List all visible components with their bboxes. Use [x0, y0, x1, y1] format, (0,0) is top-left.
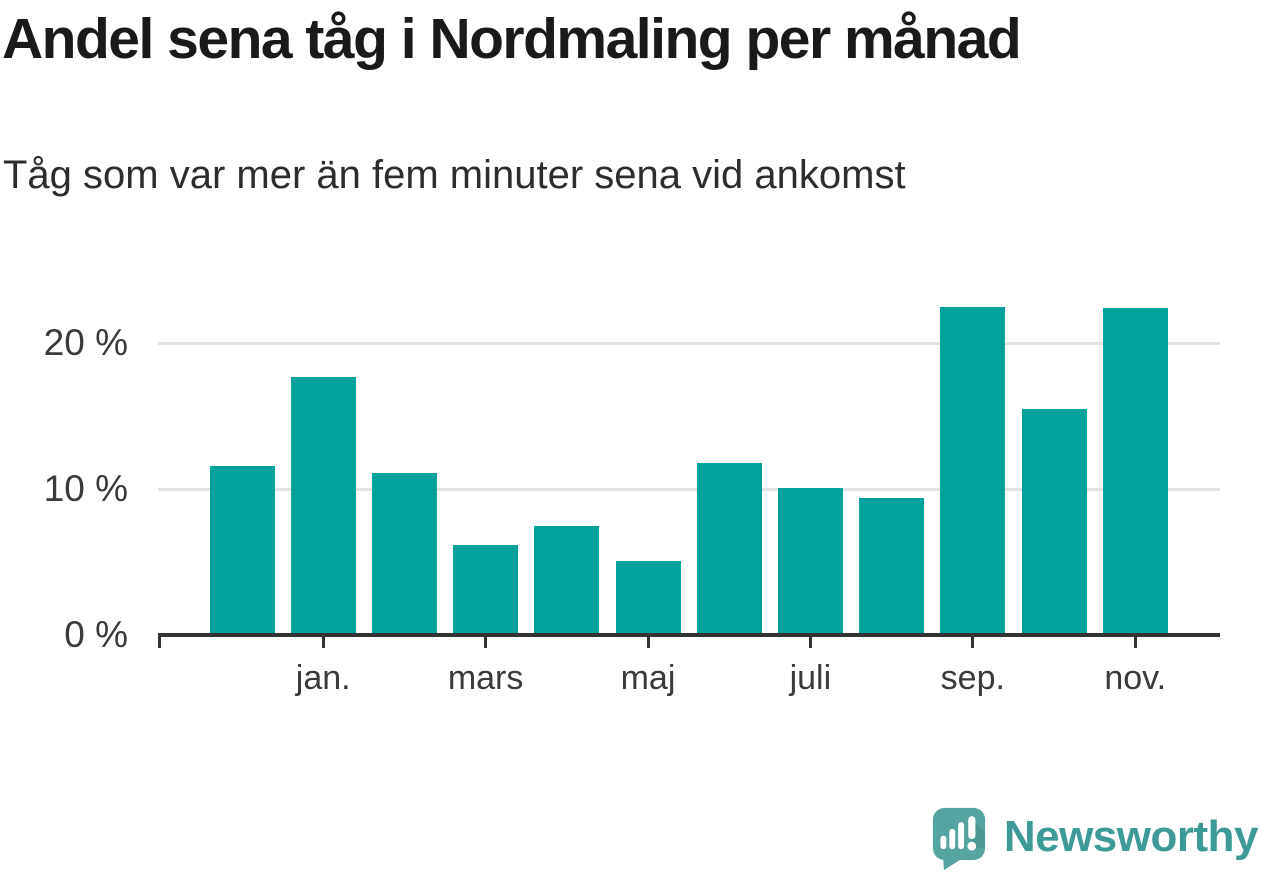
- bar-5: [534, 525, 600, 635]
- x-axis-start-tick: [158, 635, 161, 648]
- bar-6: [615, 560, 681, 635]
- y-axis-label: 20 %: [43, 322, 128, 364]
- newsworthy-logo-icon: [932, 807, 985, 871]
- x-axis-tick: [808, 635, 812, 648]
- bar-10: [940, 306, 1006, 635]
- x-axis-label: mars: [447, 659, 524, 697]
- y-axis-label: 10 %: [43, 468, 128, 510]
- x-axis-tick: [1133, 635, 1137, 648]
- bar-11: [1021, 408, 1087, 635]
- x-axis-tick: [321, 635, 325, 648]
- x-axis-label: nov.: [1104, 659, 1167, 697]
- bar-4: [453, 544, 519, 635]
- x-axis-label: jan.: [295, 659, 351, 697]
- newsworthy-logo: Newsworthy: [931, 807, 1259, 871]
- bar-7: [696, 462, 762, 635]
- y-axis-label: 0 %: [64, 614, 128, 655]
- chart-title: Andel sena tåg i Nordmaling per månad: [2, 7, 1022, 71]
- bar-1: [209, 465, 275, 635]
- x-axis-label: sep.: [940, 659, 1005, 697]
- bar-8: [777, 487, 843, 635]
- bar-12: [1102, 308, 1168, 635]
- bar-9: [859, 497, 925, 635]
- chart-subtitle: Tåg som var mer än fem minuter sena vid …: [3, 153, 906, 197]
- x-axis-label: juli: [789, 659, 832, 697]
- newsworthy-logo-text: Newsworthy: [1003, 812, 1259, 861]
- gridline-10-percent: [158, 487, 1220, 491]
- bar-2: [290, 376, 356, 635]
- bar-3: [371, 473, 437, 635]
- x-axis-tick: [646, 635, 650, 648]
- x-axis-tick: [971, 635, 975, 648]
- gridline-20-percent: [158, 341, 1220, 345]
- x-axis-line: [158, 633, 1220, 637]
- x-axis-tick: [484, 635, 488, 648]
- x-axis-label: maj: [620, 659, 676, 697]
